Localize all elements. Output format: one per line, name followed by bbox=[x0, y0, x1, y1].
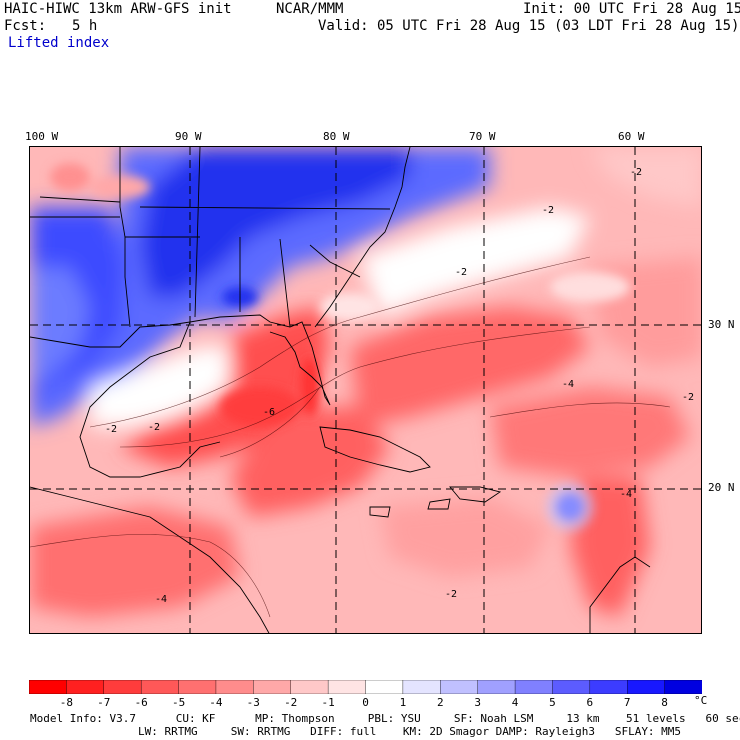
contour-label: -2 bbox=[105, 424, 117, 435]
colorbar-swatch bbox=[66, 680, 105, 694]
lat-label-20n: 20 N bbox=[708, 481, 735, 494]
contour-label: -2 bbox=[542, 205, 554, 216]
colorbar-swatch bbox=[178, 680, 217, 694]
coastlines bbox=[30, 147, 651, 633]
colorbar-swatch bbox=[253, 680, 292, 694]
colorbar-swatch bbox=[327, 680, 367, 694]
colorbar-tick-label: -8 bbox=[59, 696, 74, 709]
colorbar-swatch bbox=[552, 680, 591, 694]
colorbar-tick-label: 7 bbox=[623, 696, 631, 709]
colorbar-tick-label: 3 bbox=[474, 696, 481, 709]
contour-label: -4 bbox=[562, 379, 574, 390]
contour-lines bbox=[30, 256, 671, 618]
colorbar-tick-label: 4 bbox=[511, 696, 519, 709]
contour-label: -2 bbox=[445, 589, 457, 600]
contour-label: -2 bbox=[148, 422, 160, 433]
lon-label-80w: 80 W bbox=[323, 130, 350, 143]
contour-labels: -2 -2 -2 -2 -2 -2 -2 -4 -4 -6 -4 bbox=[105, 167, 694, 605]
contour-label: -6 bbox=[263, 407, 275, 418]
colorbar-swatch bbox=[440, 680, 479, 694]
forecast-hour: 5 h bbox=[72, 18, 98, 34]
colorbar-tick-label: 0 bbox=[362, 696, 369, 709]
colorbar-swatch bbox=[29, 680, 68, 694]
colorbar-tick-label: -3 bbox=[246, 696, 260, 709]
org-label: NCAR/MMM bbox=[276, 1, 344, 17]
contour-label: -4 bbox=[620, 489, 632, 500]
forecast-label: Fcst: bbox=[4, 18, 47, 34]
colorbar-swatch bbox=[215, 680, 255, 694]
colorbar-swatch bbox=[514, 680, 554, 694]
colorbar-tick-label: -1 bbox=[321, 696, 335, 709]
colorbar-tick-label: -4 bbox=[209, 696, 223, 709]
lon-label-70w: 70 W bbox=[469, 130, 496, 143]
map-canvas: -2 -2 -2 -2 -2 -2 -2 -4 -4 -6 -4 bbox=[30, 147, 701, 633]
model-info-line2: LW: RRTMG SW: RRTMG DIFF: full KM: 2D Sm… bbox=[138, 725, 682, 738]
valid-time: Valid: 05 UTC Fri 28 Aug 15 (03 LDT Fri … bbox=[318, 18, 740, 34]
colorbar-tick-label: 6 bbox=[586, 696, 594, 709]
colorbar-swatch bbox=[402, 680, 441, 694]
lon-label-100w: 100 W bbox=[25, 130, 59, 143]
colorbar bbox=[29, 680, 702, 694]
colorbar-tick-label: -5 bbox=[171, 696, 186, 709]
colorbar-swatch bbox=[627, 680, 666, 694]
shading-detail bbox=[50, 163, 630, 531]
contour-label: -2 bbox=[682, 392, 694, 403]
lat-label-30n: 30 N bbox=[708, 318, 735, 331]
field-name: Lifted index bbox=[8, 35, 110, 51]
colorbar-tick-label: -6 bbox=[134, 696, 148, 709]
lon-label-60w: 60 W bbox=[618, 130, 645, 143]
colorbar-swatch bbox=[140, 680, 180, 694]
contour-label: -4 bbox=[155, 594, 167, 605]
graticule bbox=[30, 147, 701, 633]
contour-label: -2 bbox=[630, 167, 642, 178]
colorbar-tick-label: 8 bbox=[661, 696, 668, 709]
colorbar-tick-label: 2 bbox=[436, 696, 444, 709]
colorbar-tick-label: 5 bbox=[549, 696, 556, 709]
model-title: HAIC-HIWC 13km ARW-GFS init bbox=[4, 1, 232, 17]
shading-large bbox=[30, 147, 701, 617]
colorbar-unit: °C bbox=[694, 694, 708, 707]
init-time: Init: 00 UTC Fri 28 Aug 15 bbox=[523, 1, 740, 17]
lifted-index-map: -2 -2 -2 -2 -2 -2 -2 -4 -4 -6 -4 bbox=[29, 146, 702, 634]
model-info-line1: Model Info: V3.7 CU: KF MP: Thompson PBL… bbox=[30, 712, 740, 725]
colorbar-tick-label: -2 bbox=[284, 696, 298, 709]
colorbar-swatch bbox=[365, 680, 404, 694]
colorbar-swatch bbox=[103, 680, 142, 694]
colorbar-swatch bbox=[477, 680, 516, 694]
colorbar-tick-label: 1 bbox=[399, 696, 407, 709]
colorbar-swatch bbox=[589, 680, 628, 694]
colorbar-tick-label: -7 bbox=[97, 696, 111, 709]
colorbar-swatch bbox=[664, 680, 702, 694]
contour-label: -2 bbox=[455, 267, 467, 278]
lon-label-90w: 90 W bbox=[175, 130, 202, 143]
colorbar-swatch bbox=[290, 680, 329, 694]
